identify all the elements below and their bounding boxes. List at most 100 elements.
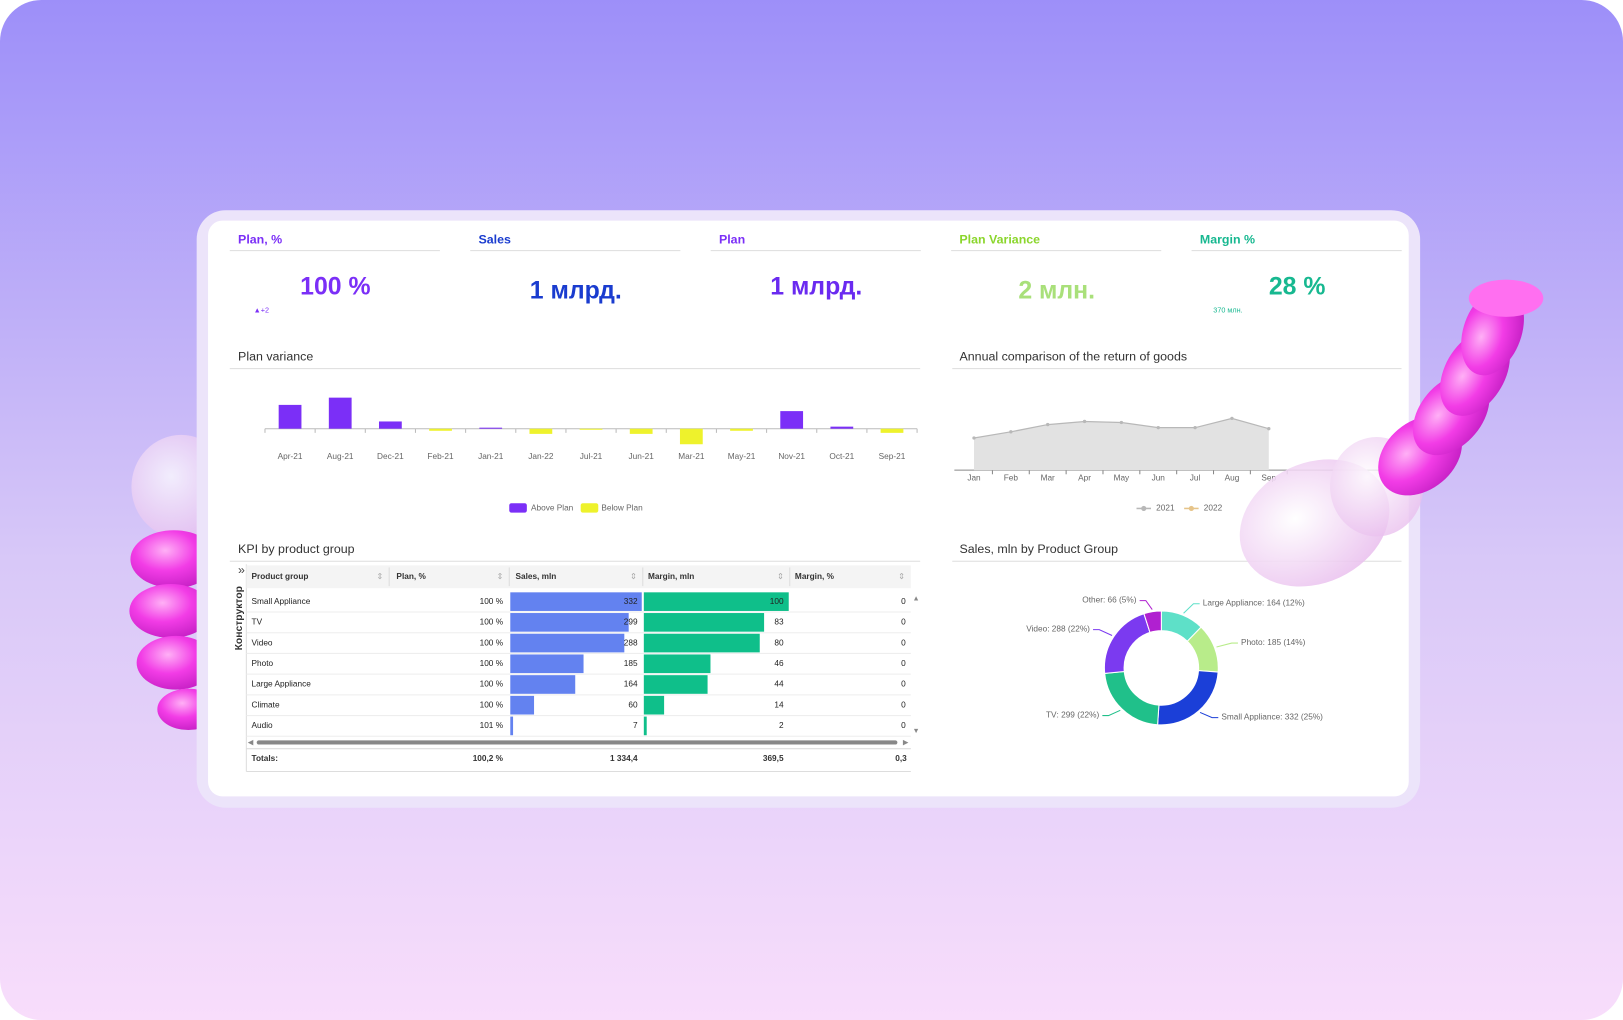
sales-bar [510, 654, 584, 674]
table-cell: Large Appliance [252, 680, 312, 689]
separator: : [1280, 713, 1285, 722]
legend-swatch [1188, 505, 1194, 512]
separator: : [1057, 711, 1062, 720]
x-tick-label: Jun [1152, 474, 1166, 483]
sales-bar [510, 716, 514, 736]
table-cell: 164 [624, 680, 638, 689]
point [1230, 416, 1234, 421]
category-label: TV [1046, 711, 1057, 720]
value-label: 164 (12%) [1267, 599, 1305, 608]
point [1156, 426, 1160, 430]
table-cell: 14 [774, 700, 784, 709]
x-tick-label: Sep-21 [879, 452, 906, 461]
point [1267, 427, 1271, 431]
kpi-value: 100 % [300, 273, 370, 300]
column-header: Plan, % [396, 572, 426, 581]
x-tick-label: Mar [1041, 474, 1055, 483]
table-cell: 0 [901, 680, 906, 689]
kpi-value: 2 млн. [1018, 278, 1095, 305]
area [974, 418, 1269, 471]
sales-bar [510, 613, 629, 632]
point [972, 436, 976, 440]
x-tick-label: Feb-21 [427, 452, 454, 461]
donut-segment [1143, 610, 1162, 634]
bar [830, 426, 854, 429]
totals-cell: Totals: [252, 754, 278, 763]
kpi-title: Sales [479, 233, 512, 247]
legend-swatch [509, 503, 527, 513]
leader-line [1102, 709, 1121, 717]
separator: : [1103, 596, 1108, 605]
table-cell: TV [252, 618, 263, 627]
scroll-down[interactable]: ▼ [912, 726, 919, 735]
x-tick-label: May [1114, 474, 1130, 483]
sort-icon: ⇕ [777, 572, 784, 581]
legend-label: Above Plan [531, 504, 574, 513]
sales-bar [510, 695, 535, 715]
legend-swatch [1141, 505, 1147, 512]
x-tick-label: Feb [1004, 474, 1019, 483]
sidebar-label[interactable]: Конструктор [234, 586, 245, 650]
bar [579, 428, 603, 430]
table-cell: Small Appliance [252, 597, 311, 606]
bar [780, 411, 804, 429]
scroll-left[interactable]: ◀ [248, 737, 254, 746]
separator: : [1262, 599, 1267, 608]
bar [278, 404, 302, 429]
value-label: 332 (25%) [1285, 713, 1323, 722]
table-cell: Video [252, 638, 273, 647]
table-cell: 299 [624, 618, 638, 627]
kpi-title: Plan, % [238, 233, 282, 247]
data-label: Photo: 185 (14%) [1241, 638, 1306, 647]
sort-icon: ⇕ [376, 572, 383, 581]
table-header [246, 565, 911, 589]
x-tick-label: Apr-21 [278, 452, 303, 461]
scroll-up[interactable]: ▲ [912, 593, 919, 602]
data-label: Video: 288 (22%) [1026, 625, 1090, 634]
x-tick-label: Aug [1225, 474, 1240, 483]
kpi-title: Plan Variance [959, 233, 1040, 247]
bar [880, 428, 904, 433]
x-tick-label: Jun-21 [629, 452, 655, 461]
table-cell: 0 [901, 597, 906, 606]
sales-bar [510, 633, 625, 653]
table-cell: 0 [901, 618, 906, 627]
kpi-title: Plan [719, 233, 745, 247]
table-cell: 101 % [480, 721, 504, 730]
margin-bar [643, 592, 789, 611]
table-cell: 185 [624, 659, 638, 668]
legend-label: Below Plan [601, 504, 643, 513]
sales-bar [510, 592, 642, 611]
table-cell: Audio [252, 721, 274, 730]
x-tick-label: Mar-21 [678, 452, 705, 461]
right-decoration [1239, 279, 1544, 587]
table-cell: 100 % [480, 659, 504, 668]
kpi-value: 1 млрд. [770, 273, 862, 300]
margin-bar [643, 695, 665, 715]
value-label: 66 (5%) [1108, 596, 1137, 605]
scrollbar[interactable] [256, 740, 898, 745]
table-cell: Photo [252, 659, 274, 668]
table-cell: 100 % [480, 700, 504, 709]
data-label: Large Appliance: 164 (12%) [1203, 599, 1305, 608]
section-title: Sales, mln by Product Group [960, 542, 1119, 556]
kpi-value: 28 % [1269, 273, 1326, 300]
scroll-right[interactable]: ▶ [903, 737, 909, 746]
section-title: Plan variance [238, 350, 313, 364]
separator: : [1047, 625, 1052, 634]
leader-line [1183, 603, 1200, 614]
data-label: TV: 299 (22%) [1046, 711, 1100, 720]
table-cell: 0 [901, 700, 906, 709]
expand-button[interactable]: » [238, 563, 245, 577]
table-cell: 100 % [480, 597, 504, 606]
point [1046, 422, 1050, 427]
kpi-title: Margin % [1200, 233, 1255, 247]
bar [479, 427, 503, 429]
data-label: Small Appliance: 332 (25%) [1221, 713, 1323, 722]
margin-bar [643, 654, 711, 674]
bar [529, 428, 553, 434]
leader-line [1139, 600, 1153, 610]
margin-bar [643, 633, 760, 653]
x-tick-label: Jan-22 [528, 452, 554, 461]
margin-bar [643, 613, 765, 632]
